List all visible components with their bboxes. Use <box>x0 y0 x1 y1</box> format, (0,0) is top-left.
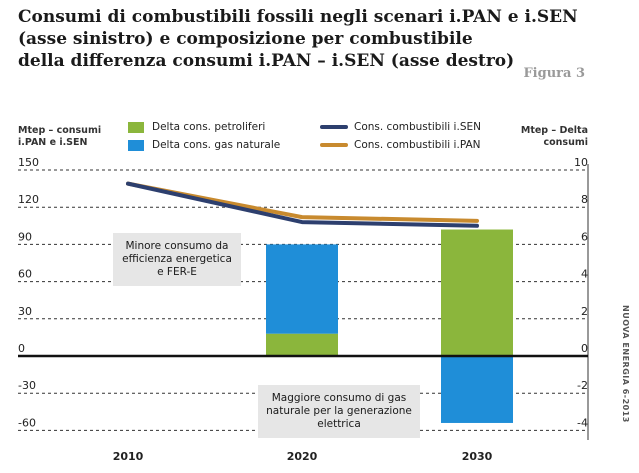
y-tick-left: 150 <box>18 156 39 169</box>
bar-gas <box>441 356 513 423</box>
left-axis-title: Mtep – consumi i.PAN e i.SEN <box>18 125 102 148</box>
legend-item-gas: Delta cons. gas naturale <box>128 139 280 151</box>
legend-swatch-petroliferi <box>128 121 144 133</box>
title-line-2: (asse sinistro) e composizione per combu… <box>18 29 473 49</box>
bar-petroliferi <box>441 229 513 356</box>
y-tick-right: 8 <box>581 193 588 206</box>
legend-label-ipan: Cons. combustibili i.PAN <box>354 139 481 151</box>
y-tick-left: -60 <box>18 416 36 429</box>
bar-petroliferi <box>266 333 338 356</box>
note-maggiore-consumo: Maggiore consumo di gas naturale per la … <box>258 385 420 438</box>
y-tick-right: -2 <box>577 379 588 392</box>
side-credit: NUOVA ENERGIA 6-2013 <box>621 305 630 423</box>
right-axis-title: Mtep – Delta consumi <box>520 125 588 148</box>
legend-item-petroliferi: Delta cons. petroliferi <box>128 121 265 133</box>
y-tick-left: 90 <box>18 230 32 243</box>
title-line-3: della differenza consumi i.PAN – i.SEN (… <box>18 51 515 71</box>
legend-swatch-gas <box>128 139 144 151</box>
legend-label-gas: Delta cons. gas naturale <box>152 139 281 151</box>
y-tick-right: -4 <box>577 416 588 429</box>
y-tick-right: 6 <box>581 230 588 243</box>
chart-title: Consumi di combustibili fossili negli sc… <box>18 6 578 72</box>
note-minore-consumo: Minore consumo da efficienza energetica … <box>113 233 241 286</box>
y-tick-left: 30 <box>18 305 32 318</box>
x-tick-label: 2030 <box>462 450 493 463</box>
legend-swatch-isen <box>320 125 348 129</box>
line-ipan <box>126 181 479 223</box>
line-isen <box>126 181 479 228</box>
legend: Delta cons. petroliferi Delta cons. gas … <box>128 121 523 155</box>
bar-gas <box>266 244 338 334</box>
y-tick-right: 0 <box>581 342 588 355</box>
y-tick-left: 0 <box>18 342 25 355</box>
y-tick-right: 10 <box>574 156 588 169</box>
x-tick-label: 2010 <box>113 450 144 463</box>
legend-swatch-ipan <box>320 143 348 147</box>
y-tick-left: -30 <box>18 379 36 392</box>
y-tick-left: 120 <box>18 193 39 206</box>
legend-label-petroliferi: Delta cons. petroliferi <box>152 121 266 133</box>
figure-label: Figura 3 <box>523 66 585 81</box>
x-tick-label: 2020 <box>287 450 318 463</box>
y-tick-left: 60 <box>18 268 32 281</box>
y-tick-right: 4 <box>581 268 588 281</box>
legend-label-isen: Cons. combustibili i.SEN <box>354 121 481 133</box>
y-tick-right: 2 <box>581 305 588 318</box>
legend-item-ipan: Cons. combustibili i.PAN <box>320 139 481 151</box>
legend-item-isen: Cons. combustibili i.SEN <box>320 121 481 133</box>
title-line-1: Consumi di combustibili fossili negli sc… <box>18 7 578 27</box>
